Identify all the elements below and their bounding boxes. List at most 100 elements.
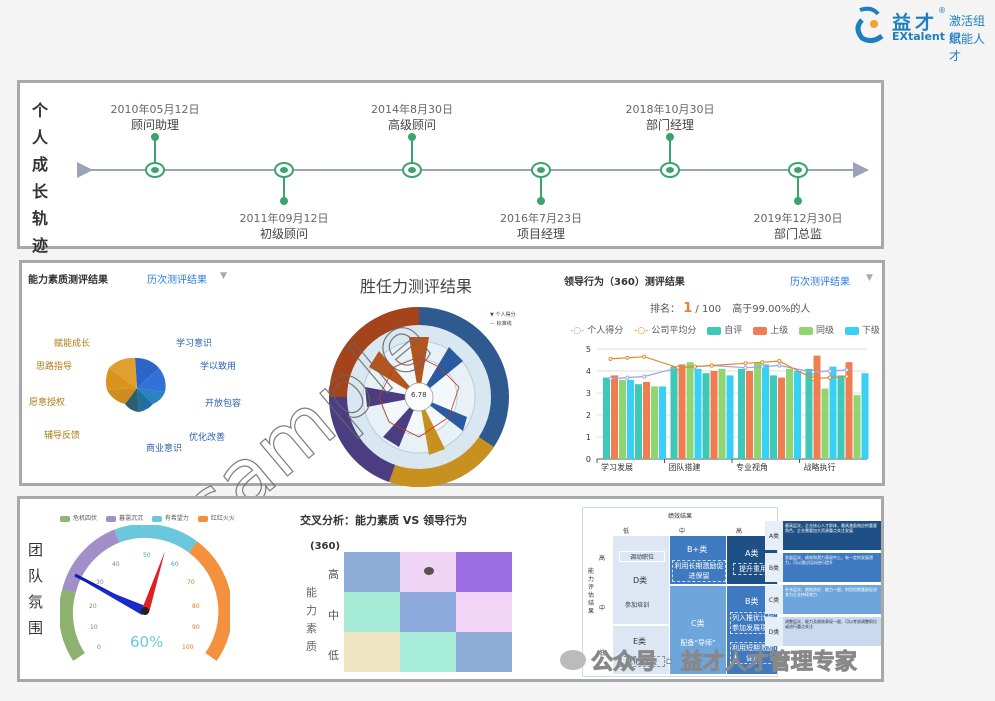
legend-label: 个人得分 xyxy=(587,326,624,336)
bar xyxy=(603,377,610,459)
legend-label: 下级 xyxy=(861,326,880,336)
box-c xyxy=(670,586,726,674)
legend-person: -○- xyxy=(570,326,585,336)
cross-level: 高 xyxy=(328,568,339,581)
perf-col: 高 xyxy=(736,528,743,535)
bar xyxy=(778,377,785,459)
bar xyxy=(702,373,710,459)
brand-name-cn: 益才 xyxy=(892,12,939,34)
series-point xyxy=(760,360,765,365)
series-point xyxy=(777,363,782,368)
rose-label: 学以致用 xyxy=(200,362,237,372)
rose-label: 赋能成长 xyxy=(54,339,91,349)
box-a-title: A类 xyxy=(745,549,759,558)
milestone-date: 2011年09月12日 xyxy=(239,212,329,225)
legend-peer-swatch xyxy=(799,326,814,335)
wheel-legend-person: ▼ 个人得分 xyxy=(490,312,516,318)
leadership-history-link[interactable]: 历次测评结果 xyxy=(790,277,850,288)
cross-level: 低 xyxy=(328,649,339,662)
series-point xyxy=(844,374,849,379)
bar xyxy=(686,362,694,459)
perf-row: 低 xyxy=(599,650,606,657)
brand-reg: ® xyxy=(938,6,946,15)
bar xyxy=(770,375,777,459)
assessment-panel: 能力素质测评结果 历次测评结果 ▼ 学习意识 学以致用 开放包容 优化改善 商业… xyxy=(19,260,885,487)
bar xyxy=(746,371,753,459)
legend-label: 自评 xyxy=(724,326,743,336)
gauge-tick: 40 xyxy=(112,561,120,568)
bar xyxy=(718,368,726,459)
bar xyxy=(853,395,861,459)
milestone-date: 2018年10月30日 xyxy=(625,103,715,116)
box-d-item: 调动职位 xyxy=(619,551,665,562)
bar xyxy=(726,375,734,459)
bar xyxy=(635,384,642,459)
team-legend-label: 红红火火 xyxy=(210,515,235,522)
chevron-down-icon[interactable]: ▼ xyxy=(866,273,873,283)
perf-y-axis: 能力评估结果 xyxy=(588,568,595,615)
bar xyxy=(762,364,769,459)
legend-swatch xyxy=(60,515,70,522)
gauge-tick: 100 xyxy=(182,644,194,651)
series-line xyxy=(610,364,847,380)
box-b-title: B类 xyxy=(745,597,759,606)
side-text: 补充层次，绩效良好、能力一般，利用短期激励促进其为企业持续效力 xyxy=(783,585,881,614)
brand-logo: 益才 ® EXtalent 激活组织 赋能人才 xyxy=(852,6,992,63)
cross-level: 中 xyxy=(328,609,339,622)
side-text: 发展层次，绩效和潜力表现中上，有一定的发展潜力，可以通过培训进行提升 xyxy=(783,553,881,582)
brand-name-en: EXtalent xyxy=(892,30,945,43)
marker-dot xyxy=(424,567,434,575)
milestone-date: 2016年7月23日 xyxy=(500,212,582,225)
y-tick-label: 5 xyxy=(586,345,591,354)
rose-label: 学习意识 xyxy=(176,339,213,349)
legend-avg: -○- xyxy=(634,326,649,336)
bar xyxy=(794,371,801,459)
bar xyxy=(837,375,845,459)
bar xyxy=(651,386,658,459)
gauge-tick: 80 xyxy=(192,603,200,610)
perf-row: 中 xyxy=(599,605,606,612)
legend-boss-swatch xyxy=(753,326,768,335)
bar xyxy=(659,386,666,459)
bar xyxy=(710,371,718,459)
team-legend: 危机四伏 暮霭沉沉 有希望力 红红火火 xyxy=(60,513,235,522)
gauge-tick: 50 xyxy=(143,552,151,559)
chevron-down-icon[interactable]: ▼ xyxy=(220,271,227,281)
series-point xyxy=(675,365,681,370)
box-e-title: E类 xyxy=(633,637,647,646)
perf-title: 绩效结果 xyxy=(668,513,693,520)
gauge-tick: 60 xyxy=(171,561,179,568)
series-point xyxy=(760,364,765,369)
perf-col: 低 xyxy=(623,528,630,535)
cross-title: 交叉分析：能力素质 VS 领导行为 xyxy=(300,514,468,527)
cross-y-axis: 能力素质 xyxy=(306,586,317,653)
competency-rose-chart xyxy=(106,357,166,412)
wheel-legend: ▼ 个人得分 — 标准线 xyxy=(490,311,515,329)
x-tick-label: 战略执行 xyxy=(804,462,836,472)
bar xyxy=(643,382,650,459)
box-d-title: D类 xyxy=(633,576,648,585)
bar xyxy=(805,368,813,459)
wechat-text: 公众号 · 益才人才管理专家 xyxy=(591,650,858,676)
series-point xyxy=(625,375,630,380)
legend-label: 公司平均分 xyxy=(651,326,697,336)
side-tag: A类 xyxy=(765,521,783,550)
brand-tag-1: 激活组织 xyxy=(949,14,986,45)
competency-history-link[interactable]: 历次测评结果 xyxy=(147,275,207,286)
side-tag: D类 xyxy=(765,617,783,646)
wechat-footer: 公众号 · 益才人才管理专家 xyxy=(560,644,857,676)
milestone-role: 顾问助理 xyxy=(130,118,179,132)
milestone-date: 2014年8月30日 xyxy=(371,103,453,116)
series-point xyxy=(827,368,832,374)
series-line xyxy=(610,356,847,380)
wheel-legend-label: 标准线 xyxy=(496,321,512,327)
series-point xyxy=(709,363,714,368)
center-title: 胜任力测评结果 xyxy=(360,277,473,296)
side-text: 调整层次，能力及绩效表现一般，可以考虑调整职位或进行重点关注 xyxy=(783,617,881,646)
rank-total: / 100 xyxy=(695,304,722,315)
milestone-role: 初级顾问 xyxy=(259,227,308,241)
gauge-value: 60% xyxy=(130,633,164,651)
wechat-icon xyxy=(560,650,586,670)
rank-note: 高于99.00%的人 xyxy=(732,304,811,315)
gauge-tick: 90 xyxy=(192,624,200,631)
